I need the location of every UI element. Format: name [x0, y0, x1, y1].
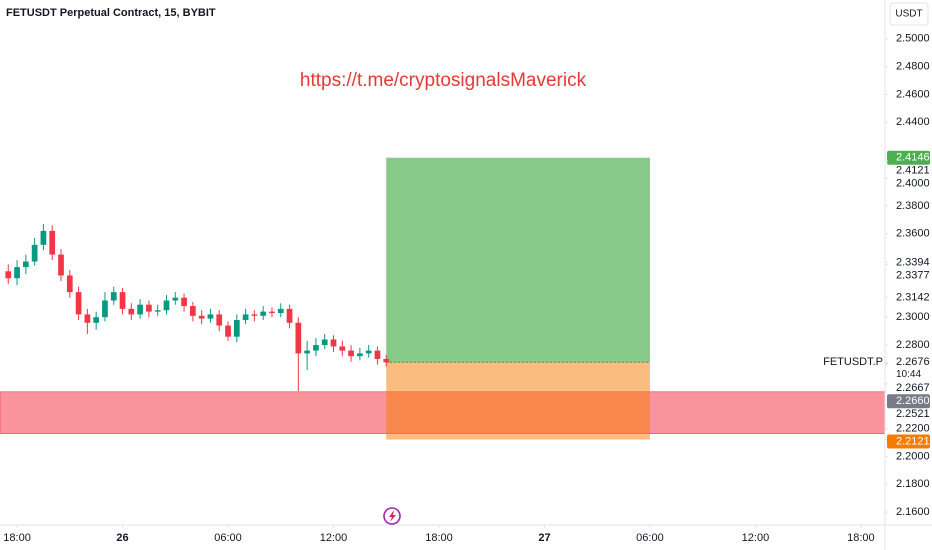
candle-body: [58, 254, 64, 276]
candle-body: [216, 314, 223, 326]
x-tick-label: 12:00: [320, 532, 348, 544]
candle-body: [339, 346, 346, 351]
y-tick-label: 2.4800: [896, 61, 930, 73]
candle-body: [102, 300, 108, 318]
price-label: 2.4146: [896, 152, 930, 164]
currency: USDT: [895, 9, 922, 20]
x-tick-label: 18:00: [3, 532, 31, 544]
candle-body: [374, 350, 381, 359]
y-tick-label: 2.4400: [896, 116, 930, 128]
candle-body: [5, 271, 12, 279]
candle-body: [295, 322, 302, 354]
candle-body: [286, 308, 293, 323]
price-label: 2.2121: [896, 435, 930, 447]
y-tick-label: 2.3800: [896, 200, 930, 212]
price-label: 2.2667: [896, 382, 930, 394]
candle-body: [357, 353, 363, 357]
candle-body: [40, 230, 47, 245]
candle-body: [242, 314, 249, 320]
price-label-box: [887, 150, 930, 165]
candle-body: [260, 311, 267, 316]
x-tick-label: 18:00: [847, 532, 875, 544]
y-tick-label: 2.2800: [896, 339, 930, 351]
x-tick-label: 06:00: [636, 532, 664, 544]
candle-body: [128, 308, 135, 315]
price-label: 2.3377: [896, 269, 930, 281]
price-label: 2.2660: [896, 395, 930, 407]
candle-body: [269, 311, 275, 314]
candle-body: [31, 244, 38, 262]
candles: [5, 223, 390, 391]
y-tick-label: 2.3000: [896, 311, 930, 323]
candle-body: [198, 315, 205, 319]
price-label: 2.2676: [896, 356, 930, 368]
candle-body: [154, 310, 161, 312]
candle-body: [330, 339, 337, 347]
candle-body: [22, 261, 29, 268]
candle-body: [348, 350, 354, 357]
candle-body: [251, 314, 258, 316]
candle-body: [277, 308, 284, 314]
chart-title: FETUSDT Perpetual Contract, 15, BYBIT: [6, 7, 216, 19]
y-tick-label: 2.3600: [896, 228, 930, 240]
candle-body: [66, 275, 73, 293]
candle-body: [190, 306, 196, 316]
symbol-label: FETUSDT.P: [823, 356, 883, 368]
watermark: https://t.me/cryptosignalsMaverick: [300, 70, 587, 91]
candle-body: [119, 292, 126, 309]
zones: [0, 157, 886, 440]
x-tick-label: 27: [538, 532, 550, 544]
x-tick-label: 26: [116, 532, 128, 544]
candle-body: [172, 297, 179, 301]
candle-body: [304, 350, 310, 354]
profit-area: [386, 157, 650, 363]
candle-body: [207, 314, 214, 319]
candle-body: [146, 304, 152, 312]
y-tick-label: 2.4600: [896, 88, 930, 100]
x-tick-label: 18:00: [425, 532, 453, 544]
candle-body: [313, 345, 319, 351]
y-tick-label: 2.1800: [896, 478, 930, 490]
price-label-box: [887, 434, 930, 449]
price-label-box: [887, 394, 930, 409]
candle-body: [383, 358, 390, 363]
x-tick-label: 12:00: [742, 532, 770, 544]
candle-body: [225, 325, 231, 337]
candle-body: [75, 292, 82, 315]
candle-body: [163, 300, 170, 311]
logo: [383, 507, 401, 525]
candle-body: [93, 317, 100, 323]
y-tick-label: 2.5000: [896, 33, 930, 45]
y-tick-label: 2.2200: [896, 422, 930, 434]
loss-area: [386, 362, 650, 440]
x-tick-label: 06:00: [214, 532, 242, 544]
price-label: 2.4121: [896, 165, 930, 177]
candle-body: [14, 267, 20, 279]
y-tick-label: 2.4000: [896, 178, 930, 190]
y-tick-label: 2.1600: [896, 506, 930, 518]
candle-body: [321, 339, 328, 346]
price-label: 2.2521: [896, 408, 930, 420]
candle-body: [233, 319, 240, 337]
currency-box[interactable]: [889, 2, 929, 26]
countdown: 10:44: [896, 369, 921, 380]
y-tick-label: 2.2000: [896, 450, 930, 462]
price-label: 2.3394: [896, 256, 930, 268]
price-label: 2.3142: [896, 291, 930, 303]
candle-body: [181, 297, 187, 307]
candle-body: [137, 304, 143, 315]
candle-body: [84, 314, 91, 323]
candle-body: [49, 230, 56, 255]
candle-body: [110, 292, 117, 301]
candle-body: [365, 350, 372, 354]
